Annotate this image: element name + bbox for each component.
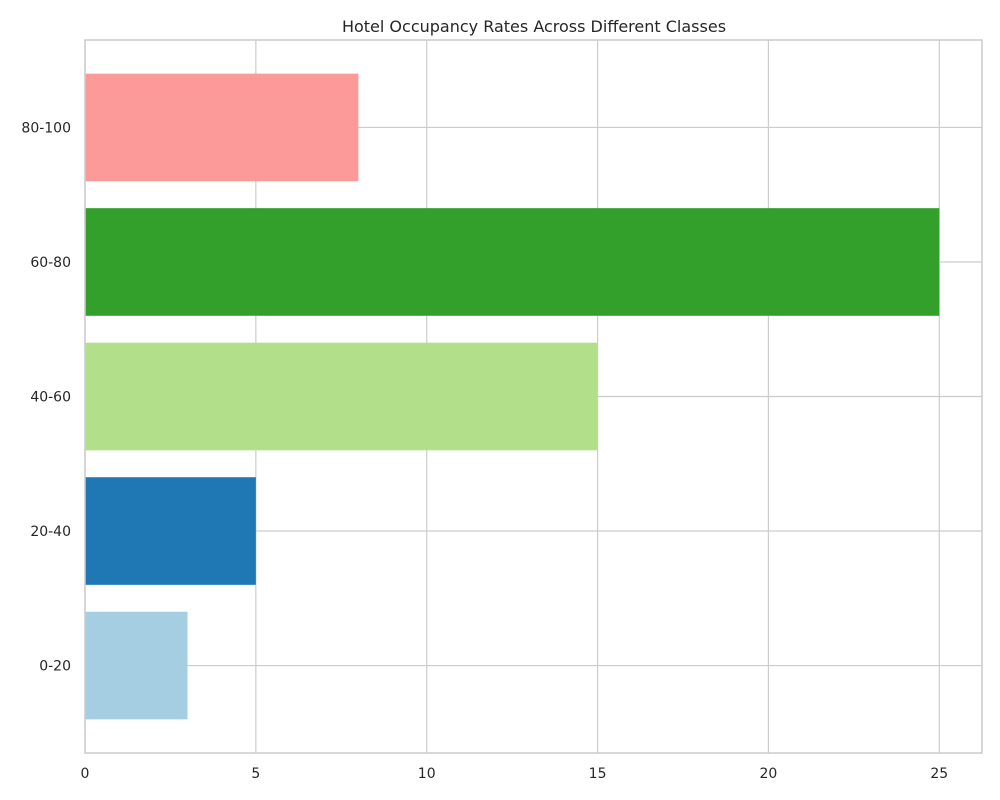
- x-tick-label: 10: [418, 766, 436, 782]
- x-tick-label: 15: [589, 766, 607, 782]
- y-tick-labels: 0-20 20-40 40-60 60-80 80-100: [21, 120, 71, 674]
- x-tick-labels: 0 5 10 15 20 25: [81, 766, 949, 782]
- plot-frame: [84, 39, 983, 754]
- y-tick-label: 0-20: [39, 659, 71, 675]
- bar-20-40: [85, 477, 256, 585]
- y-tick-label: 40-60: [30, 390, 71, 406]
- bar-40-60: [85, 342, 598, 451]
- y-tick-label: 60-80: [30, 255, 71, 271]
- x-tick-label: 0: [81, 766, 90, 782]
- x-tick-label: 25: [930, 766, 948, 782]
- x-tick-label: 5: [251, 766, 260, 782]
- bars: [85, 73, 940, 720]
- bar-80-100: [85, 73, 359, 182]
- y-tick-label: 80-100: [21, 120, 71, 136]
- bar-0-20: [85, 611, 188, 720]
- chart-title: Hotel Occupancy Rates Across Different C…: [342, 17, 726, 36]
- y-tick-label: 20-40: [30, 524, 71, 540]
- x-tick-label: 20: [760, 766, 778, 782]
- bar-60-80: [85, 208, 940, 316]
